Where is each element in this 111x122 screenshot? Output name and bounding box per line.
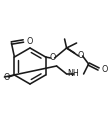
Text: O: O <box>27 36 33 46</box>
Text: O: O <box>102 65 108 73</box>
Text: NH: NH <box>67 70 79 78</box>
Text: O: O <box>49 54 56 62</box>
Text: O: O <box>3 72 10 81</box>
Text: O: O <box>77 51 84 61</box>
